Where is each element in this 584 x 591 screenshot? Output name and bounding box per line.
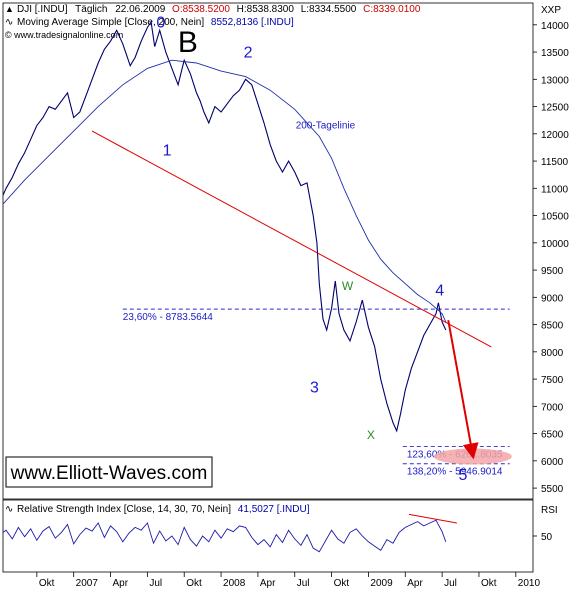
x-tick-label: Okt (186, 578, 202, 589)
y-tick-label: 6500 (541, 430, 564, 441)
watermark-box: www.Elliott-Waves.com (5, 456, 213, 488)
header-source: © www.tradesignalonline.com (5, 30, 123, 40)
symbol-icon: ▲ (5, 4, 14, 14)
wave-label: B (178, 26, 198, 59)
fib-level-label: 23,60% - 8783.5644 (123, 312, 214, 323)
price-series (3, 20, 447, 433)
x-tick-label: Apr (113, 578, 129, 589)
x-axis: Okt 2007 Apr Jul Okt 2008 Apr Jul Okt 2009 Apr Jul O… (36, 572, 541, 589)
x-tick-label: Okt (334, 578, 350, 589)
header-low: L:8334.5500 (301, 4, 357, 15)
y-tick-label: 14000 (541, 21, 569, 32)
header-open: O:8538.5200 (172, 4, 230, 15)
rsi-panel-frame (2, 499, 534, 573)
x-tick-label: Jul (149, 578, 162, 589)
x-tick-label: 2008 (223, 578, 246, 589)
svg-text:Relative Strength Index [Close: Relative Strength Index [Close, 14, 30, … (17, 504, 310, 515)
y-tick-label: 9000 (541, 293, 564, 304)
ma-icon: ∿ (5, 17, 13, 28)
x-tick-label: Apr (260, 578, 276, 589)
wave-label: W (342, 279, 354, 293)
x-tick-label: Jul (297, 578, 310, 589)
svg-text:Moving Average Simple [Close,: Moving Average Simple [Close, 200, Nein]… (17, 17, 294, 28)
wave-label: X (367, 428, 375, 442)
moving-average-series (3, 59, 447, 323)
rsi-series (3, 519, 447, 553)
x-tick-label: Okt (39, 578, 55, 589)
chart-header: ▲ DJI [.INDU] Täglich 22.06.2009 O:8538.… (5, 4, 561, 40)
header-ma-title: Moving Average Simple [Close, 200, Nein] (17, 17, 204, 28)
svg-text:DJI [.INDU] Täglich: DJI [.INDU] Täglich 22.06.2009 O:8538.52… (17, 4, 421, 15)
x-tick-label: Apr (407, 578, 423, 589)
x-tick-label: Jul (444, 578, 457, 589)
rsi-header: ∿ Relative Strength Index [Close, 14, 30… (5, 504, 558, 516)
header-right-label: XXP (541, 5, 561, 16)
y-tick-label: 10000 (541, 239, 569, 250)
wave-labels: 0B 1 2 200-Tagelinie W 3 X 4 5 (156, 15, 467, 484)
y-tick-label: 7000 (541, 402, 564, 413)
header-ma-value: 8552,8136 [.INDU] (211, 17, 294, 28)
main-panel-frame (2, 2, 534, 500)
y-tick-label: 12000 (541, 130, 569, 141)
header-date: 22.06.2009 (115, 4, 165, 15)
trendline (91, 130, 492, 348)
header-symbol: DJI [.INDU] (17, 4, 68, 15)
y-tick-label: 5500 (541, 484, 564, 495)
y-tick-label: 9500 (541, 266, 564, 277)
y-tick-label: 12500 (541, 103, 569, 114)
y-axis-rsi: 50 (533, 532, 553, 543)
rsi-title: Relative Strength Index [Close, 14, 30, … (17, 504, 231, 515)
wave-label: 2 (244, 45, 253, 62)
wave-label: 3 (310, 380, 319, 397)
y-tick-label: 13500 (541, 48, 569, 59)
x-tick-label: 2009 (370, 578, 393, 589)
rsi-divergence-line (408, 513, 457, 524)
x-tick-label: 2010 (518, 578, 541, 589)
y-tick-label: 11000 (541, 184, 569, 195)
header-interval: Täglich (75, 4, 107, 15)
rsi-y-tick-label: 50 (541, 532, 553, 543)
x-tick-label: Okt (481, 578, 497, 589)
x-tick-label: 2007 (76, 578, 99, 589)
wave-label: 200-Tagelinie (296, 120, 356, 131)
rsi-right-label: RSI (541, 505, 558, 516)
wave-label: 4 (435, 283, 444, 300)
y-tick-label: 7500 (541, 375, 564, 386)
y-axis-main: 5500 6000 6500 7000 7500 8000 8500 9000 9500 1000… (533, 21, 569, 495)
header-high: H:8538.8300 (237, 4, 295, 15)
y-tick-label: 13000 (541, 75, 569, 86)
wave-label: 1 (163, 143, 172, 160)
y-tick-label: 8000 (541, 348, 564, 359)
forecast-arrow (447, 320, 479, 460)
watermark-text: www.Elliott-Waves.com (10, 463, 208, 484)
y-tick-label: 10500 (541, 212, 569, 223)
fib-level-label: 138,20% - 5946.9014 (407, 467, 503, 478)
y-tick-label: 8500 (541, 321, 564, 332)
y-tick-label: 6000 (541, 457, 564, 468)
y-tick-label: 11500 (541, 157, 569, 168)
rsi-icon: ∿ (5, 504, 13, 515)
wave-label: 0 (156, 15, 165, 32)
header-close: C:8339.0100 (363, 4, 421, 15)
rsi-value: 41,5027 [.INDU] (238, 504, 310, 515)
wave-label: 5 (459, 467, 468, 484)
